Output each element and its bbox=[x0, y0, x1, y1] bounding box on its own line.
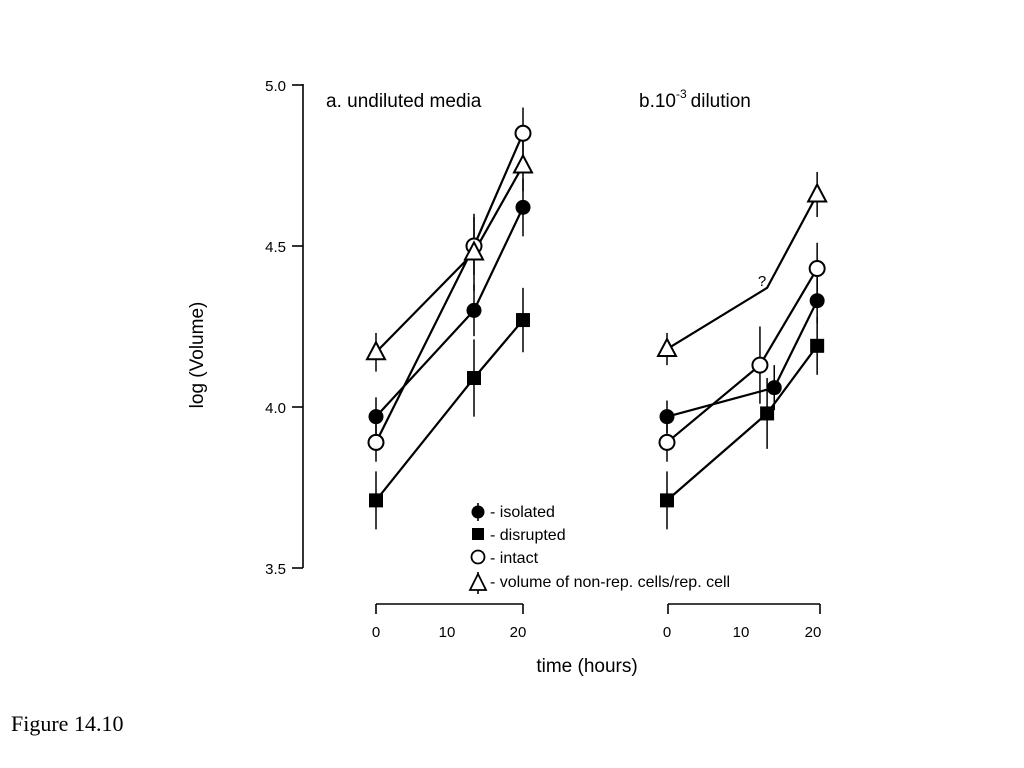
panel-b-filled-circle-series-line bbox=[666, 300, 819, 418]
open-circle-icon bbox=[470, 549, 486, 565]
open-triangle-marker bbox=[806, 182, 828, 203]
panel-b-question-annotation: ? bbox=[758, 273, 766, 290]
panel-a-open-triangle-series-line bbox=[375, 164, 524, 354]
legend: - isolated - disrupted - intact - volume… bbox=[468, 503, 730, 594]
filled-square-marker bbox=[660, 493, 674, 508]
y-tick-label: 4.5 bbox=[265, 239, 286, 256]
open-triangle-marker bbox=[463, 240, 485, 261]
panel-b-title-rest: dilution bbox=[691, 91, 751, 112]
x-tick-label: 10 bbox=[733, 624, 750, 641]
legend-label: - intact bbox=[490, 550, 539, 567]
legend-entry-disrupted: - disrupted bbox=[472, 527, 566, 544]
error-bars bbox=[375, 107, 818, 530]
open-circle-marker bbox=[808, 260, 826, 278]
open-circle-marker bbox=[514, 124, 532, 142]
filled-circle-icon bbox=[471, 505, 485, 519]
y-axis-label: log (Volume) bbox=[187, 302, 208, 409]
filled-square-marker bbox=[760, 406, 775, 421]
x-axis-panel-b: 0 10 20 bbox=[663, 603, 822, 641]
x-tick-label: 10 bbox=[439, 624, 456, 641]
filled-square-marker bbox=[810, 338, 825, 353]
panel-a-filled-square-series-line bbox=[375, 319, 524, 502]
legend-entry-intact: - intact bbox=[470, 549, 539, 567]
x-tick-label: 20 bbox=[805, 624, 822, 641]
x-tick-label: 0 bbox=[663, 624, 671, 641]
panel-b-title-superscript: -3 bbox=[676, 87, 687, 101]
open-triangle-icon bbox=[468, 571, 488, 591]
panel-b-open-triangle-series-line bbox=[666, 193, 819, 350]
filled-circle-marker bbox=[368, 409, 384, 425]
legend-label: - volume of non-rep. cells/rep. cell bbox=[490, 574, 730, 591]
y-tick-label: 5.0 bbox=[265, 78, 286, 95]
legend-label: - disrupted bbox=[490, 527, 566, 544]
x-tick-label: 0 bbox=[372, 624, 380, 641]
panel-a-filled-circle-series-line bbox=[375, 206, 524, 418]
filled-square-marker bbox=[369, 493, 383, 508]
filled-circle-marker bbox=[659, 409, 675, 425]
filled-circle-marker bbox=[766, 380, 782, 396]
filled-circle-marker bbox=[809, 293, 825, 309]
open-circle-marker bbox=[751, 356, 769, 374]
panel-a-open-circle-series-line bbox=[375, 132, 525, 443]
panel-b-title: b.10-3 dilution bbox=[639, 87, 751, 112]
panel-a-title: a. undiluted media bbox=[326, 91, 482, 112]
y-axis: 5.0 4.5 4.0 3.5 log (Volume) bbox=[187, 78, 304, 578]
open-triangle-marker bbox=[656, 336, 678, 358]
filled-circle-marker bbox=[466, 302, 482, 318]
filled-square-marker bbox=[516, 313, 530, 328]
filled-square-icon bbox=[472, 528, 484, 540]
data-markers bbox=[365, 124, 828, 508]
x-axis-panel-a: 0 10 20 bbox=[372, 603, 527, 641]
filled-square-marker bbox=[467, 371, 481, 386]
y-tick-label: 4.0 bbox=[265, 400, 286, 417]
open-circle-marker bbox=[367, 433, 385, 451]
series-lines bbox=[375, 132, 819, 502]
legend-entry-volume: - volume of non-rep. cells/rep. cell bbox=[468, 571, 730, 594]
x-tick-label: 20 bbox=[510, 624, 527, 641]
x-axis-label: time (hours) bbox=[536, 656, 637, 677]
open-triangle-marker bbox=[365, 340, 387, 361]
legend-label: - isolated bbox=[490, 504, 555, 521]
open-circle-marker bbox=[658, 433, 676, 451]
panel-b-open-circle-series-line bbox=[666, 267, 819, 444]
figure-caption: Figure 14.10 bbox=[11, 711, 124, 736]
legend-entry-isolated: - isolated bbox=[471, 503, 555, 521]
panel-b-title-main: b.10 bbox=[639, 91, 676, 112]
open-triangle-marker bbox=[512, 153, 534, 174]
y-tick-label: 3.5 bbox=[265, 561, 286, 578]
filled-circle-marker bbox=[515, 199, 531, 215]
